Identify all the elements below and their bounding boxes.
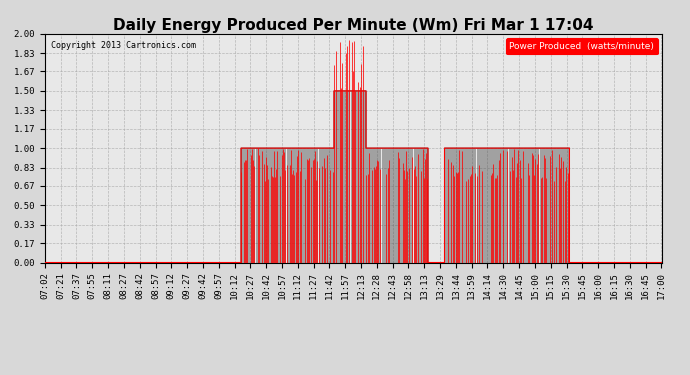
Legend: Power Produced  (watts/minute): Power Produced (watts/minute) <box>506 38 658 54</box>
Text: Copyright 2013 Cartronics.com: Copyright 2013 Cartronics.com <box>51 40 196 50</box>
Title: Daily Energy Produced Per Minute (Wm) Fri Mar 1 17:04: Daily Energy Produced Per Minute (Wm) Fr… <box>113 18 594 33</box>
